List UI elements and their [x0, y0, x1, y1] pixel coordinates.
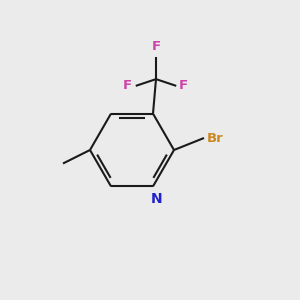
Text: F: F	[123, 80, 132, 92]
Text: F: F	[179, 80, 188, 92]
Text: F: F	[152, 40, 160, 53]
Text: Br: Br	[206, 131, 223, 145]
Text: N: N	[151, 192, 162, 206]
